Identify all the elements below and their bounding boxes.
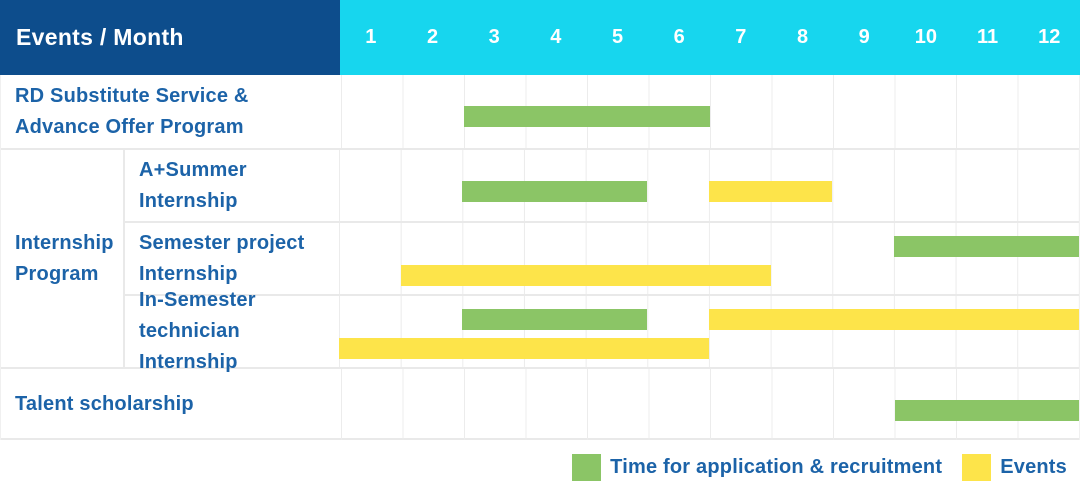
table-row: Talent scholarship xyxy=(1,367,1079,440)
chart-cell xyxy=(341,369,1079,440)
group-label-line: Internship xyxy=(15,231,114,254)
events-month-header: Events / Month xyxy=(0,0,340,75)
legend-label: Events xyxy=(1000,455,1067,478)
row-label-line: Internship xyxy=(139,262,238,285)
row-group-label: Internship Program xyxy=(1,150,125,367)
month-header: 3 xyxy=(488,26,500,48)
row-label: Talent scholarship xyxy=(1,369,341,440)
gantt-bar-events xyxy=(400,265,771,286)
month-header: 9 xyxy=(858,26,870,48)
chart-cell xyxy=(339,296,1079,367)
row-label-line: Semester project xyxy=(139,231,305,254)
month-header: 7 xyxy=(735,26,747,48)
gantt-bar-application xyxy=(894,400,1079,421)
gantt-bar-application xyxy=(894,236,1079,257)
month-header: 4 xyxy=(550,26,562,48)
legend-label: Time for application & recruitment xyxy=(610,455,943,478)
gantt-table: Events / Month 1 2 3 4 5 6 7 8 9 10 11 1… xyxy=(0,0,1080,440)
row-label: RD Substitute Service & Advance Offer Pr… xyxy=(1,75,341,148)
table-row: Semester project Internship xyxy=(125,221,1079,294)
legend-item-events: Events xyxy=(962,453,1067,481)
row-label-line: In-Semester xyxy=(139,289,256,311)
group-subrows: A+Summer Internship Semester project Int… xyxy=(125,150,1079,373)
month-header: 11 xyxy=(976,26,999,48)
month-header: 12 xyxy=(1038,26,1061,48)
gantt-bar-events xyxy=(709,309,1079,330)
table-row-group: Internship Program A+Summer Internship S… xyxy=(1,148,1079,373)
gantt-bar-application xyxy=(462,181,648,202)
table-row: In-Semester technician Internship xyxy=(125,289,1079,373)
yellow-swatch-icon xyxy=(962,453,992,481)
row-label: Semester project Internship xyxy=(125,223,339,294)
month-header: 10 xyxy=(914,26,937,48)
row-label: A+Summer Internship xyxy=(125,150,339,221)
gantt-bar-application xyxy=(462,309,648,330)
month-header: 8 xyxy=(796,26,809,48)
gantt-bar-application xyxy=(464,106,710,127)
row-label-line: Talent scholarship xyxy=(15,393,194,415)
month-header: 2 xyxy=(426,26,439,48)
chart-cell xyxy=(339,223,1079,294)
month-header: 5 xyxy=(611,26,624,48)
gantt-bar-events xyxy=(709,181,833,202)
month-header: 6 xyxy=(673,26,685,48)
table-header-row: Events / Month 1 2 3 4 5 6 7 8 9 10 11 1… xyxy=(0,0,1080,75)
gantt-bar-events xyxy=(339,338,709,359)
row-label-line: technician Internship xyxy=(139,320,240,373)
group-label-line: Program xyxy=(15,262,99,285)
row-label: In-Semester technician Internship xyxy=(125,289,339,373)
legend: Time for application & recruitment Event… xyxy=(0,440,1080,494)
row-label-line: RD Substitute Service & xyxy=(15,84,249,107)
table-body: RD Substitute Service & Advance Offer Pr… xyxy=(0,75,1080,440)
green-swatch-icon xyxy=(572,453,602,481)
legend-item-application: Time for application & recruitment xyxy=(572,453,943,481)
row-label-line: Advance Offer Program xyxy=(15,115,244,138)
table-row: A+Summer Internship xyxy=(125,150,1079,221)
month-header: 1 xyxy=(365,26,377,48)
row-label-line: A+Summer xyxy=(139,158,247,181)
chart-cell xyxy=(341,75,1079,148)
row-label-line: Internship xyxy=(139,189,238,212)
chart-cell xyxy=(339,150,1079,221)
table-row: RD Substitute Service & Advance Offer Pr… xyxy=(1,75,1079,148)
month-header-strip: 1 2 3 4 5 6 7 8 9 10 11 12 xyxy=(340,0,1080,75)
